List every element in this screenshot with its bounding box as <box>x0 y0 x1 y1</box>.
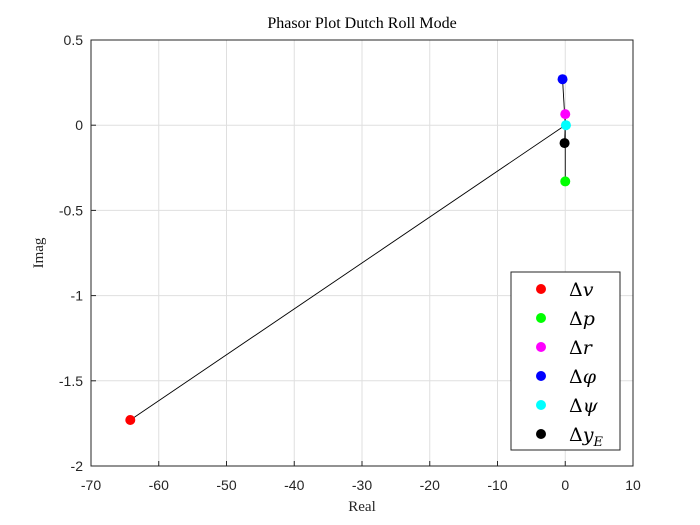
legend-entry: ΔyE <box>569 424 603 450</box>
x-tick-label: -20 <box>420 477 440 493</box>
legend-marker <box>536 313 546 323</box>
legend-marker <box>536 284 546 294</box>
data-point <box>559 138 570 149</box>
x-axis-label: Real <box>348 499 376 515</box>
legend-entry: Δv <box>569 279 594 301</box>
legend-entry: Δr <box>569 337 594 359</box>
x-tick-label: 0 <box>561 477 569 493</box>
data-point <box>125 414 136 425</box>
data-point <box>560 109 571 120</box>
tick-labels: -70 -60 -50 -40 -30 -20 -10 0 10 0.5 0 -0.5 -1 -1.5 -2 <box>59 32 641 493</box>
y-tick-label: -0.5 <box>59 202 83 218</box>
legend-marker <box>536 400 546 410</box>
legend-marker <box>536 429 546 439</box>
y-tick-label: 0 <box>75 117 83 133</box>
x-tick-label: -50 <box>216 477 236 493</box>
legend-entry: Δp <box>569 308 595 330</box>
phasor-lines <box>130 79 566 421</box>
legend-entry: Δψ <box>569 395 599 417</box>
data-point <box>560 176 571 187</box>
x-tick-label: -60 <box>149 477 169 493</box>
y-tick-label: 0.5 <box>64 32 84 48</box>
x-tick-label: -10 <box>487 477 507 493</box>
x-tick-label: -70 <box>81 477 101 493</box>
x-tick-label: -40 <box>284 477 304 493</box>
x-tick-label: 10 <box>625 477 641 493</box>
data-point <box>560 120 571 131</box>
data-points <box>125 74 571 425</box>
data-point <box>557 74 568 85</box>
phasor-line <box>130 124 566 421</box>
legend-marker <box>536 342 546 352</box>
legend-entry: Δφ <box>569 366 597 388</box>
x-tick-label: -30 <box>352 477 372 493</box>
y-tick-label: -1 <box>71 288 84 304</box>
y-axis-label: Imag <box>31 237 47 268</box>
y-tick-label: -2 <box>71 458 84 474</box>
legend-marker <box>536 371 546 381</box>
y-tick-label: -1.5 <box>59 373 83 389</box>
chart-title: Phasor Plot Dutch Roll Mode <box>267 15 456 32</box>
legend: Δv Δp Δr Δφ Δψ ΔyE <box>510 271 621 451</box>
legend-box <box>510 271 621 451</box>
